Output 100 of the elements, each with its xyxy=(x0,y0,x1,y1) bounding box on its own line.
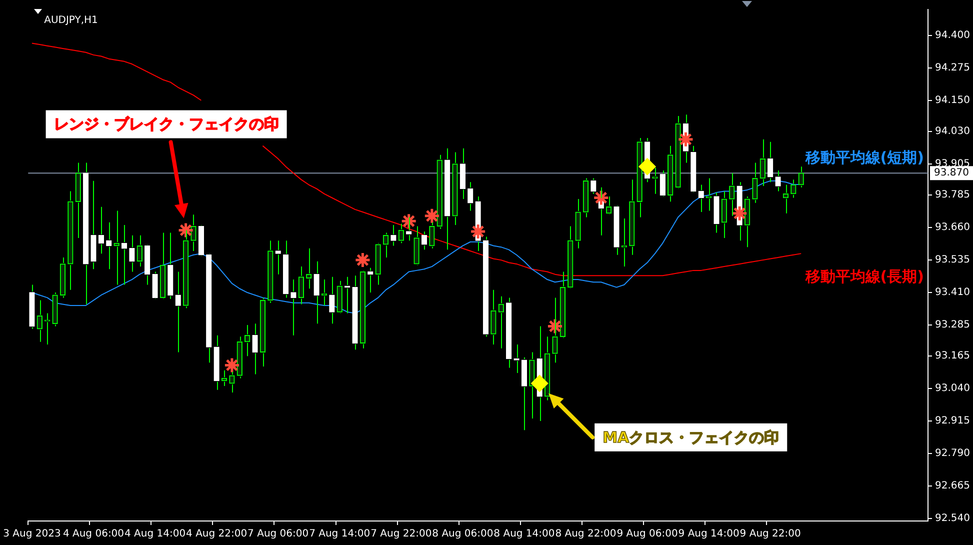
text: AUDJPY,H1 xyxy=(44,15,98,26)
candlestick xyxy=(760,138,766,187)
y-tick-label: 94.275 xyxy=(935,62,970,74)
point xyxy=(178,222,194,238)
x-tick-label: 4 Aug 14:00 xyxy=(124,528,186,540)
point xyxy=(224,356,240,374)
point xyxy=(546,318,564,335)
y-tick-label: 92.915 xyxy=(935,416,970,427)
candlestick xyxy=(436,154,442,230)
candlestick xyxy=(29,284,35,330)
point xyxy=(677,131,694,148)
x-tick-label: 7 Aug 06:00 xyxy=(248,528,309,540)
candlestick xyxy=(798,166,804,188)
candlestick xyxy=(268,240,274,304)
candlestick xyxy=(306,248,312,290)
x-tick-label: 7 Aug 22:00 xyxy=(370,528,432,540)
candlestick xyxy=(729,172,735,216)
x-tick-label: 4 Aug 06:00 xyxy=(62,528,124,540)
candlestick xyxy=(129,234,135,272)
point xyxy=(354,252,371,268)
candlestick xyxy=(782,184,789,214)
x-tick-label: 7 Aug 14:00 xyxy=(309,528,370,540)
x-tick-label: 8 Aug 22:00 xyxy=(555,528,616,540)
candlestick xyxy=(721,190,728,238)
candlestick xyxy=(198,226,204,256)
candlestick xyxy=(160,232,166,298)
candlestick xyxy=(752,162,758,204)
candlestick xyxy=(44,312,50,345)
candlestick xyxy=(382,232,389,258)
candlestick xyxy=(482,236,489,338)
candlestick xyxy=(582,178,589,218)
y-tick-label: 94.400 xyxy=(935,30,970,42)
candlestick xyxy=(275,240,281,275)
candlestick xyxy=(790,179,796,198)
x-tick-label: 4 Aug 22:00 xyxy=(186,528,248,540)
candlestick xyxy=(468,182,474,212)
candlestick xyxy=(452,152,458,226)
candlestick xyxy=(498,296,504,349)
candlestick xyxy=(406,216,412,242)
candlestick xyxy=(168,232,174,300)
y-tick-label: 93.410 xyxy=(935,287,970,298)
candlestick xyxy=(714,192,720,234)
candlestick xyxy=(590,178,596,194)
candlestick xyxy=(36,300,42,342)
point xyxy=(531,375,548,392)
candlestick xyxy=(314,260,320,324)
candlestick xyxy=(398,223,404,244)
candlestick xyxy=(575,198,581,249)
candlestick xyxy=(544,336,550,401)
x-tick-label: 9 Aug 22:00 xyxy=(740,528,801,540)
candlestick xyxy=(775,170,781,192)
series-label: 移動平均線(長期) xyxy=(804,267,924,286)
annotation: MAクロス・フェイクの印 xyxy=(602,428,780,446)
y-tick-label: 92.790 xyxy=(935,448,970,460)
candlestick xyxy=(90,180,96,270)
candlestick xyxy=(182,230,189,309)
y-tick-label: 93.785 xyxy=(935,190,970,201)
candlestick xyxy=(668,145,674,202)
candlestick xyxy=(321,279,328,306)
candlestick xyxy=(52,292,58,327)
candlestick xyxy=(329,276,335,324)
y-tick-label: 93.040 xyxy=(935,383,970,394)
x-tick-label: 8 Aug 14:00 xyxy=(494,528,555,540)
candlestick xyxy=(136,234,142,268)
x-tick-label: 3 Aug 2023 xyxy=(3,528,61,540)
candlestick xyxy=(190,214,196,252)
candlestick xyxy=(229,371,235,393)
y-tick-label: 92.540 xyxy=(935,512,970,524)
x-tick-label: 9 Aug 14:00 xyxy=(678,528,740,540)
candlestick xyxy=(636,138,642,218)
y-tick-label: 94.150 xyxy=(935,94,970,106)
candlestick xyxy=(506,297,512,368)
candlestick xyxy=(629,179,635,256)
y-tick-label: 92.665 xyxy=(935,480,970,492)
candlestick xyxy=(621,218,628,268)
candlestick xyxy=(698,184,704,213)
ref-line-label: 93.870 xyxy=(934,168,970,179)
y-tick-label: 93.535 xyxy=(935,254,970,266)
candlestick xyxy=(460,148,466,200)
candlestick xyxy=(244,324,250,357)
candlestick xyxy=(252,323,258,375)
candlestick xyxy=(260,297,266,368)
candlestick xyxy=(421,230,428,250)
point xyxy=(400,212,418,230)
point xyxy=(731,205,748,222)
candlestick xyxy=(290,279,296,336)
x-tick-label: 9 Aug 06:00 xyxy=(616,528,678,540)
candlestick xyxy=(175,271,181,353)
y-tick-label: 93.285 xyxy=(935,320,970,331)
candlestick xyxy=(490,289,496,345)
candlestick xyxy=(298,266,304,305)
candlestick xyxy=(60,256,66,298)
candlestick xyxy=(768,141,774,183)
candlestick xyxy=(521,356,528,431)
candlestick xyxy=(68,190,74,290)
series-label: 移動平均線(短期) xyxy=(804,148,924,166)
candlestick xyxy=(390,224,396,246)
candlestick xyxy=(352,275,358,350)
candlestick xyxy=(214,334,220,390)
candlestick xyxy=(152,271,158,298)
